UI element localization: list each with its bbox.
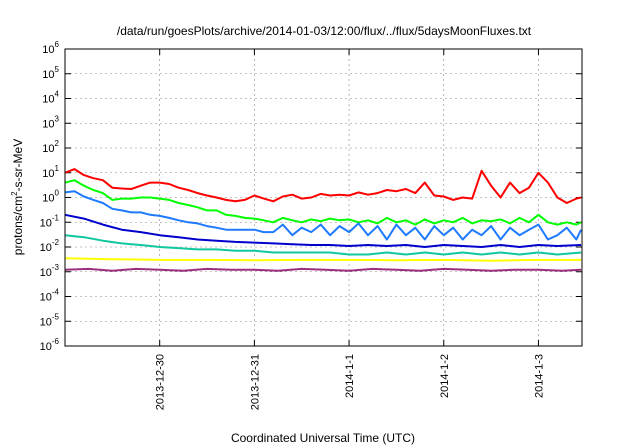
y-tick-label: 100: [42, 189, 59, 205]
x-tick-label: 2014-1-2: [439, 354, 451, 398]
x-tick-label: 2014-1-1: [344, 354, 356, 398]
series-lines: [64, 168, 582, 272]
x-tick-label: 2013-12-31: [249, 354, 261, 410]
y-tick-label: 106: [42, 40, 59, 56]
series-line-2: [64, 179, 582, 226]
y-tick-label: 102: [42, 139, 59, 155]
series-line-6: [64, 257, 582, 262]
series-line-7: [64, 267, 582, 272]
y-tick-label: 10-6: [40, 337, 60, 353]
y-tick-label: 10-3: [40, 263, 60, 279]
y-tick-label: 101: [42, 164, 59, 180]
axis-ticks: 10-6 10-5 10-4 10-3 10-2 10-1 100 101 102 103 104 1…: [40, 40, 582, 410]
x-axis-label: Coordinated Universal Time (UTC): [231, 431, 415, 445]
y-axis-label: protons/cm2-s-sr-MeV: [10, 139, 25, 255]
y-tick-label: 104: [42, 90, 59, 106]
y-tick-label: 105: [42, 65, 59, 81]
series-line-3: [64, 190, 582, 241]
x-tick-label: 2014-1-3: [533, 354, 545, 398]
y-tick-label: 10-2: [40, 238, 60, 254]
x-tick-label: 2013-12-30: [155, 354, 167, 410]
chart-title: /data/run/goesPlots/archive/2014-01-03/1…: [117, 24, 532, 38]
y-tick-label: 103: [42, 114, 59, 130]
series-line-4: [64, 213, 582, 248]
plot-frame: [64, 48, 583, 347]
y-tick-label: 10-4: [40, 288, 60, 304]
y-tick-label: 10-1: [40, 213, 60, 229]
series-line-5: [64, 234, 582, 256]
series-line-1: [64, 168, 582, 204]
y-tick-label: 10-5: [40, 312, 60, 328]
